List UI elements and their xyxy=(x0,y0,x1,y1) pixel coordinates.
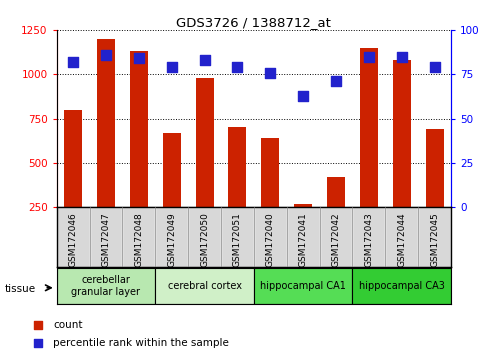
Point xyxy=(34,322,42,328)
Point xyxy=(365,54,373,59)
Point xyxy=(332,79,340,84)
Text: cerebral cortex: cerebral cortex xyxy=(168,281,242,291)
Point xyxy=(398,54,406,59)
Text: GSM172042: GSM172042 xyxy=(332,212,341,267)
Point xyxy=(135,56,143,61)
Text: GSM172046: GSM172046 xyxy=(69,212,77,267)
Bar xyxy=(425,129,444,207)
FancyBboxPatch shape xyxy=(155,268,254,304)
Bar xyxy=(261,138,280,207)
Bar xyxy=(130,51,148,207)
Point xyxy=(431,64,439,70)
FancyBboxPatch shape xyxy=(254,268,352,304)
Bar xyxy=(97,39,115,207)
Text: GSM172048: GSM172048 xyxy=(135,212,143,267)
Text: tissue: tissue xyxy=(5,284,36,293)
Point xyxy=(69,59,77,65)
Bar xyxy=(294,204,312,207)
Text: GSM172045: GSM172045 xyxy=(430,212,439,267)
Bar xyxy=(163,133,181,207)
Point xyxy=(234,64,242,70)
Bar xyxy=(393,60,411,207)
Point xyxy=(34,340,42,346)
Bar xyxy=(360,48,378,207)
Text: GSM172051: GSM172051 xyxy=(233,212,242,267)
Point xyxy=(168,64,176,70)
Text: GSM172050: GSM172050 xyxy=(200,212,209,267)
Title: GDS3726 / 1388712_at: GDS3726 / 1388712_at xyxy=(176,16,331,29)
Bar xyxy=(64,110,82,207)
Text: GSM172040: GSM172040 xyxy=(266,212,275,267)
Text: GSM172044: GSM172044 xyxy=(397,212,406,267)
Text: hippocampal CA1: hippocampal CA1 xyxy=(260,281,346,291)
Text: GSM172049: GSM172049 xyxy=(167,212,176,267)
Text: GSM172041: GSM172041 xyxy=(299,212,308,267)
Point xyxy=(102,52,110,58)
Point xyxy=(201,57,209,63)
FancyBboxPatch shape xyxy=(352,268,451,304)
FancyBboxPatch shape xyxy=(57,268,155,304)
Text: GSM172047: GSM172047 xyxy=(102,212,110,267)
Point xyxy=(299,93,307,98)
Text: count: count xyxy=(54,320,83,330)
Text: percentile rank within the sample: percentile rank within the sample xyxy=(54,338,229,348)
Bar xyxy=(196,78,213,207)
Text: GSM172043: GSM172043 xyxy=(364,212,373,267)
Text: hippocampal CA3: hippocampal CA3 xyxy=(359,281,445,291)
Text: cerebellar
granular layer: cerebellar granular layer xyxy=(71,275,141,297)
Bar xyxy=(327,177,345,207)
Bar xyxy=(228,127,246,207)
Point xyxy=(266,70,274,75)
